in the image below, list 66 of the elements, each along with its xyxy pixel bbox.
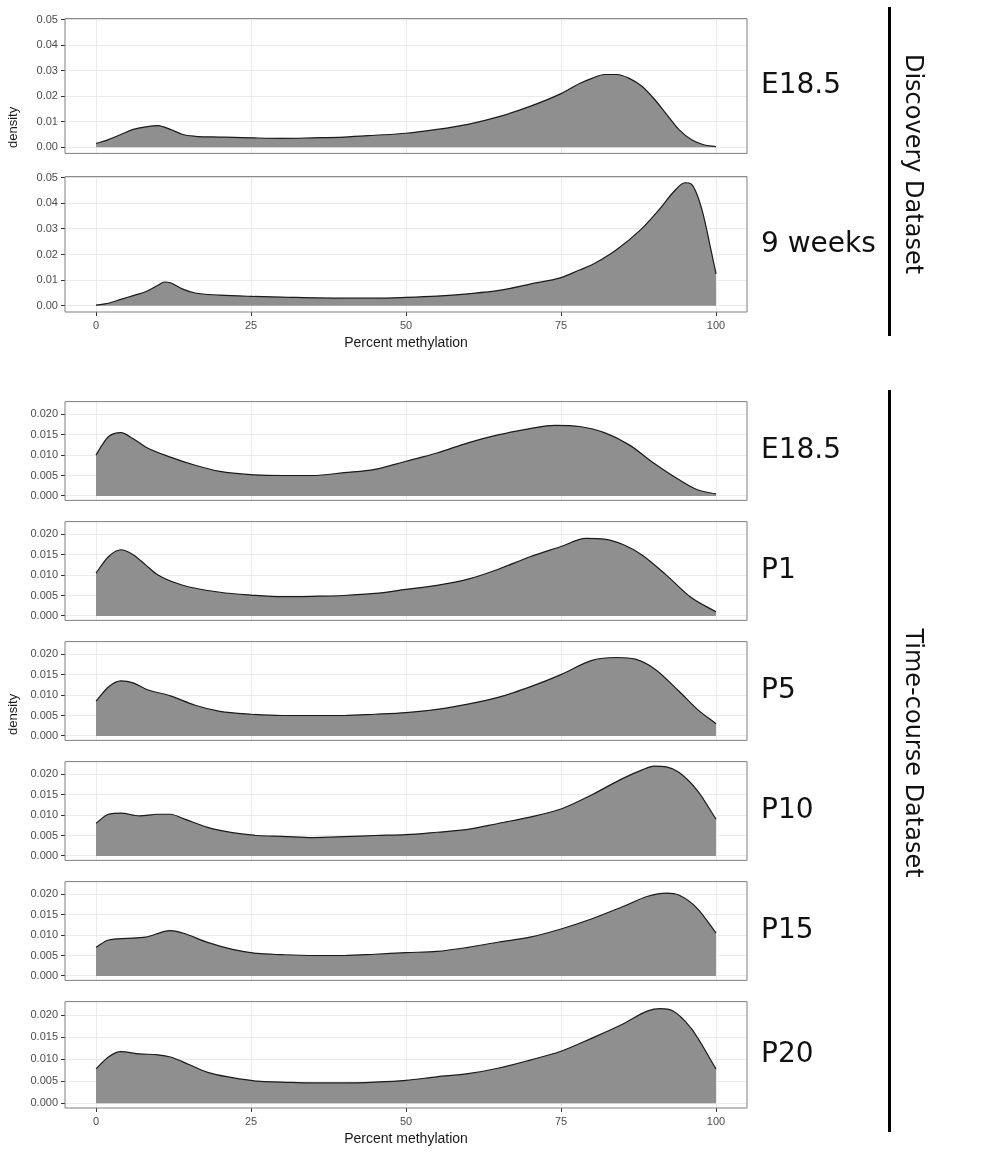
x-tick-label: 25 [244,1114,258,1127]
y-tick-label: 0.000 [30,488,58,501]
y-tick-label: 0.03 [36,221,58,234]
text: P20 [761,1036,814,1070]
text: P5 [761,672,796,706]
y-tick-label: 0.000 [30,848,58,861]
text: Discovery Dataset [900,53,928,274]
y-tick-label: 0.010 [30,1052,58,1065]
y-tick-label: 0.010 [30,448,58,461]
y-tick-label: 0.04 [36,38,58,51]
x-tick-label: 50 [399,318,413,331]
x-tick-label: 25 [244,318,258,331]
text: E18.5 [761,432,842,466]
x-tick-label: 75 [554,318,568,331]
y-tick-label: 0.005 [30,708,58,721]
x-tick-label: 75 [554,1114,568,1127]
y-tick-label: 0.020 [30,407,58,420]
x-tick-label: 100 [706,1114,726,1127]
y-tick-label: 0.02 [36,247,58,260]
y-tick-label: 0.000 [30,728,58,741]
y-tick-label: 0.015 [30,667,58,680]
y-tick-label: 0.03 [36,63,58,76]
y-tick-label: 0.010 [30,808,58,821]
y-tick-label: 0.000 [30,608,58,621]
x-tick-label: 50 [399,1114,413,1127]
y-tick-label: 0.04 [36,196,58,209]
x-tick-label: 100 [706,318,726,331]
text: 9 weeks [761,225,876,259]
y-tick-label: 0.010 [30,688,58,701]
y-tick-label: 0.005 [30,948,58,961]
y-tick-label: 0.010 [30,568,58,581]
y-tick-label: 0.00 [36,140,58,153]
y-tick-label: 0.000 [30,968,58,981]
y-tick-label: 0.005 [30,468,58,481]
y-tick-label: 0.005 [30,1074,58,1087]
y-tick-label: 0.02 [36,89,58,102]
text: E18.5 [761,67,842,101]
y-tick-label: 0.01 [36,273,58,286]
y-tick-label: 0.020 [30,647,58,660]
y-tick-label: 0.005 [30,588,58,601]
y-tick-label: 0.020 [30,1008,58,1021]
y-tick-label: 0.015 [30,427,58,440]
y-tick-label: 0.015 [30,547,58,560]
y-tick-label: 0.015 [30,787,58,800]
text: Time-course Dataset [900,628,928,878]
y-tick-label: 0.010 [30,928,58,941]
y-tick-label: 0.01 [36,114,58,127]
y-tick-label: 0.015 [30,1030,58,1043]
text: P15 [761,912,814,946]
y-tick-label: 0.005 [30,828,58,841]
y-tick-label: 0.05 [36,170,58,183]
y-tick-label: 0.000 [30,1096,58,1109]
y-axis-title: density [4,106,20,148]
y-axis-title: density [4,693,20,735]
y-tick-label: 0.020 [30,527,58,540]
x-tick-label: 0 [92,1114,100,1127]
x-tick-label: 0 [92,318,100,331]
x-axis-title: Percent methylation [344,334,468,351]
y-tick-label: 0.020 [30,887,58,900]
y-tick-label: 0.020 [30,767,58,780]
y-tick-label: 0.00 [36,298,58,311]
y-tick-label: 0.015 [30,907,58,920]
x-axis-title: Percent methylation [344,1130,468,1147]
text: P10 [761,792,814,826]
y-tick-label: 0.05 [36,12,58,25]
text: P1 [761,552,796,586]
